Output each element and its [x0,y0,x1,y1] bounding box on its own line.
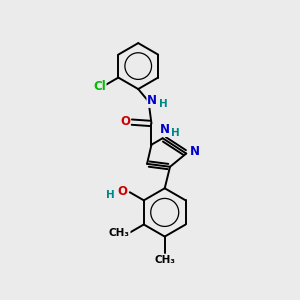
Text: Cl: Cl [93,80,106,93]
Text: CH₃: CH₃ [154,255,175,265]
Text: CH₃: CH₃ [109,228,130,238]
Text: O: O [120,115,130,128]
Text: O: O [117,185,127,198]
Text: H: H [106,190,115,200]
Text: N: N [160,124,170,136]
Text: H: H [159,99,168,110]
Text: N: N [147,94,157,107]
Text: N: N [190,145,200,158]
Text: H: H [171,128,180,138]
